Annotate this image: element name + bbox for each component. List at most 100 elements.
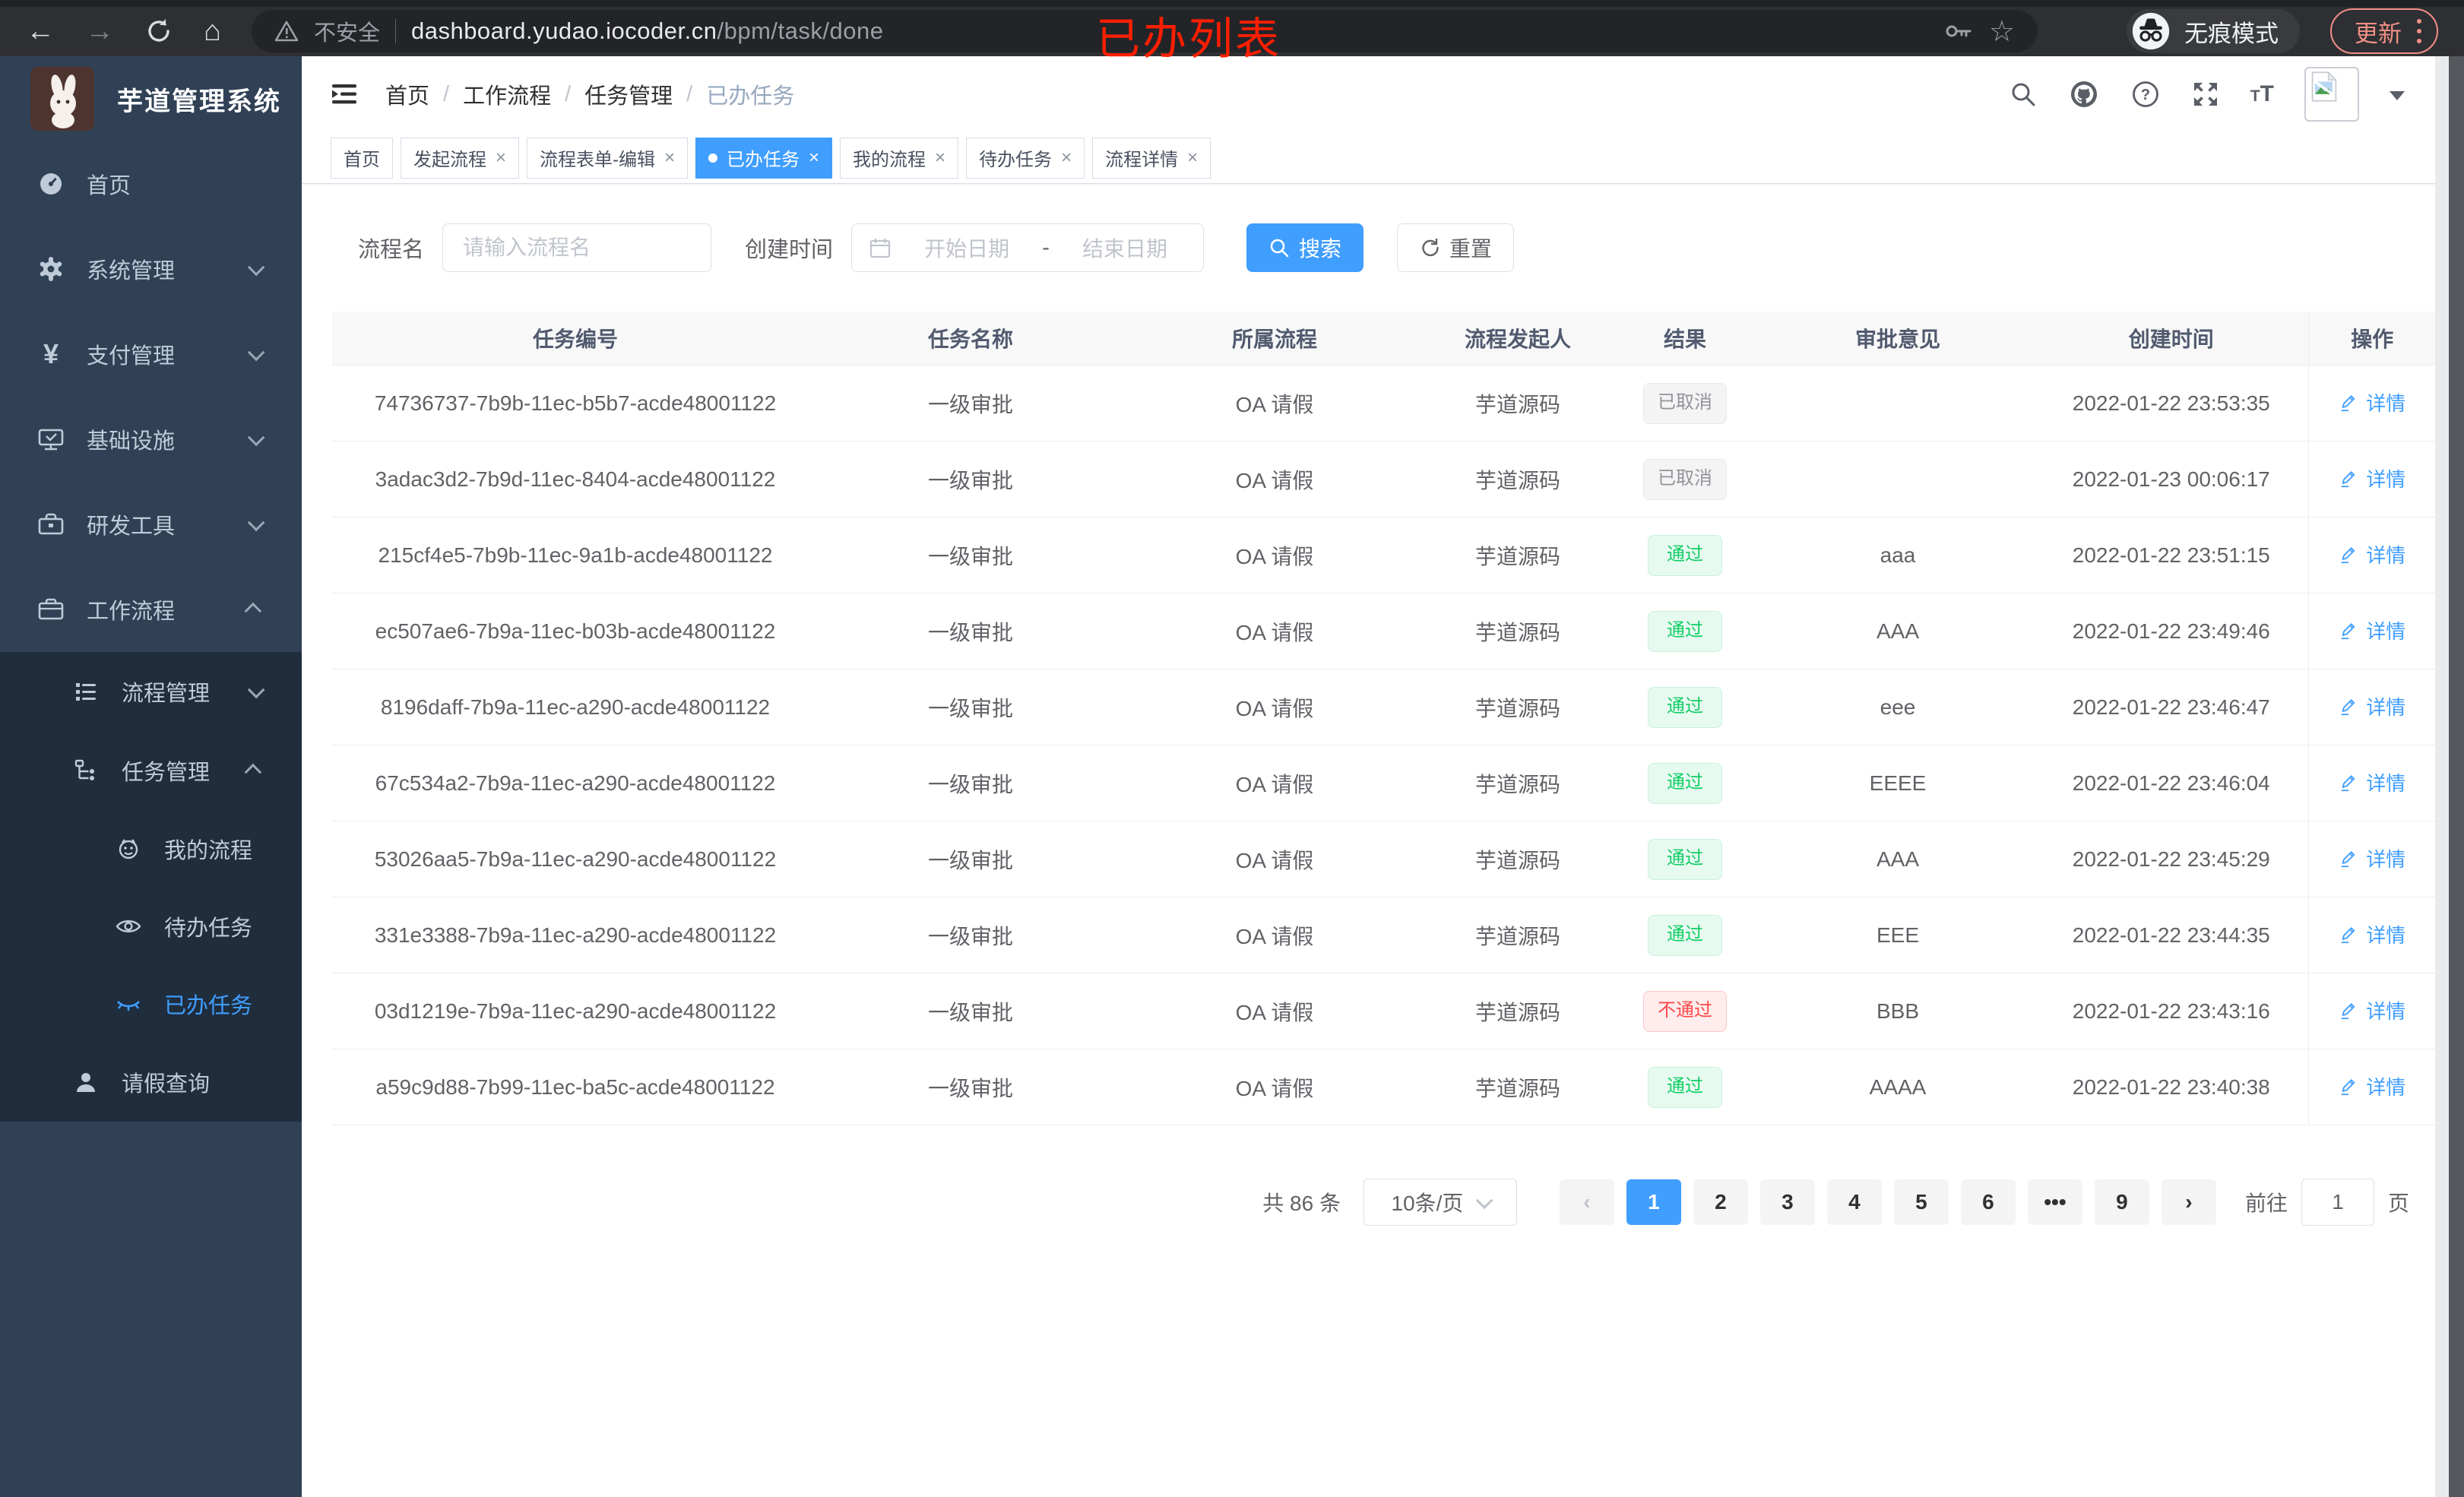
close-icon[interactable]: × (496, 147, 507, 168)
goto-page: 前往 页 (2245, 1179, 2409, 1226)
next-page-button[interactable]: › (2161, 1179, 2216, 1225)
tab-process-detail[interactable]: 流程详情 × (1092, 137, 1211, 179)
detail-link[interactable]: 详情 (2339, 1072, 2405, 1100)
tab-my-process[interactable]: 我的流程 × (840, 137, 959, 179)
close-icon[interactable]: × (1061, 147, 1072, 168)
cell-starter: 芋道源码 (1427, 517, 1609, 593)
security-label[interactable]: 不安全 (313, 21, 380, 46)
browser-forward-icon[interactable]: → (85, 15, 114, 47)
page-button-3[interactable]: 3 (1759, 1179, 1815, 1225)
prev-page-button[interactable]: ‹ (1559, 1179, 1614, 1225)
cell-task-name: 一级审批 (819, 365, 1123, 442)
page-size-select[interactable]: 10条/页 (1363, 1179, 1517, 1226)
sidebar-item-leave-query[interactable]: 请假查询 (0, 1043, 302, 1122)
detail-link[interactable]: 详情 (2339, 540, 2405, 568)
reset-button[interactable]: 重置 (1397, 223, 1515, 272)
end-date-placeholder[interactable]: 结束日期 (1082, 237, 1167, 261)
date-range-picker[interactable]: 开始日期 - 结束日期 (851, 223, 1205, 272)
cell-created: 2022-01-22 23:49:46 (2035, 593, 2308, 669)
cell-created: 2022-01-22 23:46:47 (2035, 669, 2308, 745)
avatar[interactable] (2304, 67, 2359, 122)
col-starter: 流程发起人 (1427, 312, 1609, 366)
sidebar-item-my-process[interactable]: 我的流程 (0, 810, 302, 888)
close-icon[interactable]: × (664, 147, 676, 168)
edit-icon (2341, 394, 2355, 411)
breadcrumb-task-mgmt[interactable]: 任务管理 (584, 84, 673, 109)
close-icon[interactable]: × (1187, 147, 1199, 168)
browser-back-icon[interactable]: ← (26, 15, 55, 47)
table-row: 74736737-7b9b-11ec-b5b7-acde48001122 一级审… (332, 365, 2436, 442)
sidebar-item-payment[interactable]: ¥ 支付管理 (0, 312, 302, 397)
page-button-6[interactable]: 6 (1960, 1179, 2016, 1225)
detail-link[interactable]: 详情 (2339, 768, 2405, 796)
detail-link[interactable]: 详情 (2339, 920, 2405, 948)
page-button-4[interactable]: 4 (1826, 1179, 1882, 1225)
help-icon[interactable]: ? (2130, 79, 2161, 109)
page-button-1[interactable]: 1 (1626, 1179, 1681, 1225)
avatar-caret-icon[interactable] (2390, 91, 2405, 108)
sidebar-item-task-mgmt[interactable]: 任务管理 (0, 731, 302, 810)
url-bar[interactable]: 不安全 dashboard.yudao.iocoder.cn/bpm/task/… (251, 10, 2038, 52)
cell-created: 2022-01-22 23:46:04 (2035, 745, 2308, 821)
cell-process: OA 请假 (1123, 897, 1427, 973)
page-ellipsis[interactable]: ••• (2027, 1179, 2082, 1225)
detail-link[interactable]: 详情 (2339, 692, 2405, 720)
edit-icon (2341, 470, 2355, 487)
breadcrumb-workflow[interactable]: 工作流程 (463, 84, 552, 109)
tab-todo-tasks[interactable]: 待办任务 × (966, 137, 1085, 179)
sidebar: 芋道管理系统 首页 系统管理 ¥ 支付管理 基础设施 研发工具 (0, 56, 302, 1497)
logo: 芋道管理系统 (0, 56, 302, 141)
cell-task-name: 一级审批 (819, 441, 1123, 517)
fullscreen-icon[interactable] (2191, 80, 2220, 109)
col-process: 所属流程 (1123, 312, 1427, 366)
close-icon[interactable]: × (935, 147, 946, 168)
key-icon[interactable] (1943, 17, 1974, 46)
sidebar-item-workflow[interactable]: 工作流程 (0, 567, 302, 652)
tab-done-tasks[interactable]: 已办任务 × (695, 137, 833, 179)
process-name-input[interactable] (442, 223, 712, 272)
sidebar-item-process-mgmt[interactable]: 流程管理 (0, 652, 302, 731)
page-button-9[interactable]: 9 (2094, 1179, 2149, 1225)
font-size-icon[interactable]: TT (2250, 81, 2274, 106)
sidebar-item-home[interactable]: 首页 (0, 141, 302, 226)
breadcrumb-home[interactable]: 首页 (385, 84, 430, 109)
detail-link[interactable]: 详情 (2339, 464, 2405, 492)
browser-menu-icon[interactable] (2417, 19, 2421, 43)
result-badge: 通过 (1648, 838, 1722, 880)
tab-form-edit[interactable]: 流程表单-编辑 × (527, 137, 689, 179)
page-button-5[interactable]: 5 (1893, 1179, 1949, 1225)
bookmark-star-icon[interactable]: ☆ (1988, 15, 2015, 48)
scrollbar[interactable] (2449, 56, 2464, 1497)
page-button-2[interactable]: 2 (1693, 1179, 1748, 1225)
url-text[interactable]: dashboard.yudao.iocoder.cn/bpm/task/done (410, 17, 884, 44)
hamburger-icon[interactable] (329, 81, 359, 108)
cell-created: 2022-01-22 23:40:38 (2035, 1049, 2308, 1125)
tab-home[interactable]: 首页 (331, 137, 393, 179)
dashboard-icon (35, 170, 67, 198)
cell-comment: aaa (1761, 517, 2035, 593)
search-icon[interactable] (2009, 80, 2038, 109)
sidebar-item-system[interactable]: 系统管理 (0, 226, 302, 312)
cell-result: 已取消 (1609, 441, 1761, 517)
tab-start-process[interactable]: 发起流程 × (401, 137, 520, 179)
browser-chrome: ← → ⌂ 不安全 dashboard.yudao.iocoder.cn/bpm… (0, 0, 2464, 56)
detail-link[interactable]: 详情 (2339, 388, 2405, 416)
sidebar-item-devtools[interactable]: 研发工具 (0, 482, 302, 567)
cell-actions: 详情 (2307, 745, 2436, 821)
start-date-placeholder[interactable]: 开始日期 (924, 237, 1010, 261)
browser-update-button[interactable]: 更新 (2330, 8, 2438, 54)
close-icon[interactable]: × (809, 147, 820, 168)
search-button[interactable]: 搜索 (1246, 223, 1364, 272)
sidebar-item-todo-tasks[interactable]: 待办任务 (0, 888, 302, 965)
sidebar-item-infrastructure[interactable]: 基础设施 (0, 397, 302, 482)
github-icon[interactable] (2068, 78, 2100, 110)
browser-reload-icon[interactable] (144, 17, 173, 46)
sidebar-item-done-tasks[interactable]: 已办任务 (0, 965, 302, 1043)
cell-comment: AAAA (1761, 1049, 2035, 1125)
goto-page-input[interactable] (2301, 1179, 2374, 1226)
browser-home-icon[interactable]: ⌂ (204, 15, 221, 47)
detail-link[interactable]: 详情 (2339, 616, 2405, 644)
detail-link[interactable]: 详情 (2339, 996, 2405, 1024)
detail-link[interactable]: 详情 (2339, 844, 2405, 872)
cell-process: OA 请假 (1123, 365, 1427, 442)
